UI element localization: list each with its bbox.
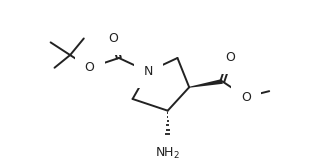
Polygon shape [189,79,223,88]
Text: N: N [144,65,153,78]
Text: O: O [241,90,251,104]
Text: O: O [85,61,95,74]
Text: O: O [108,32,118,45]
Text: O: O [225,51,235,64]
Text: NH$_2$: NH$_2$ [155,146,180,161]
